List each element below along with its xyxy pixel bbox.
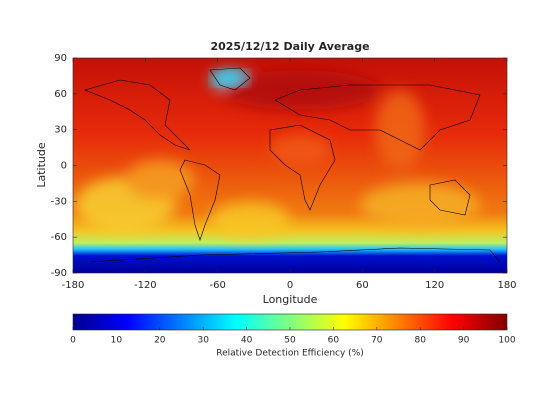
colorbar-tick-label: 0 [70, 336, 76, 346]
x-tick-label: 0 [287, 280, 293, 291]
colorbar-tick-label: 80 [414, 336, 426, 346]
colorbar-tick-label: 10 [111, 336, 123, 346]
colorbar-tick-label: 30 [197, 336, 209, 346]
x-tick-label: 60 [356, 280, 369, 291]
title: 2025/12/12 Daily Average [210, 40, 369, 53]
colorbar-tick-label: 40 [241, 336, 253, 346]
colorbar-tick-label: 50 [284, 336, 296, 346]
x-tick-label: -120 [134, 280, 157, 291]
colorbar-tick-label: 60 [328, 336, 340, 346]
x-tick-label: 120 [425, 280, 444, 291]
y-tick-label: 30 [54, 125, 67, 136]
colorbar-tick-label: 100 [498, 336, 515, 346]
x-tick-label: -180 [62, 280, 85, 291]
y-tick-label: -90 [51, 268, 67, 279]
colorbar-tick-label: 70 [371, 336, 383, 346]
x-tick-label: -60 [209, 280, 225, 291]
colorbar-label: Relative Detection Efficiency (%) [216, 349, 364, 359]
y-tick-label: 60 [54, 89, 67, 100]
colorbar-tick-label: 20 [154, 336, 166, 346]
y-tick-label: -60 [51, 232, 67, 243]
x-tick-label: 180 [497, 280, 516, 291]
y-tick-label: 0 [61, 161, 67, 172]
colorbar-tick-label: 90 [458, 336, 470, 346]
y-axis-label: Latitude [35, 142, 48, 188]
y-tick-label: 90 [54, 53, 67, 64]
x-axis-label: Longitude [263, 293, 318, 306]
y-tick-label: -30 [51, 196, 67, 207]
map [73, 58, 507, 273]
